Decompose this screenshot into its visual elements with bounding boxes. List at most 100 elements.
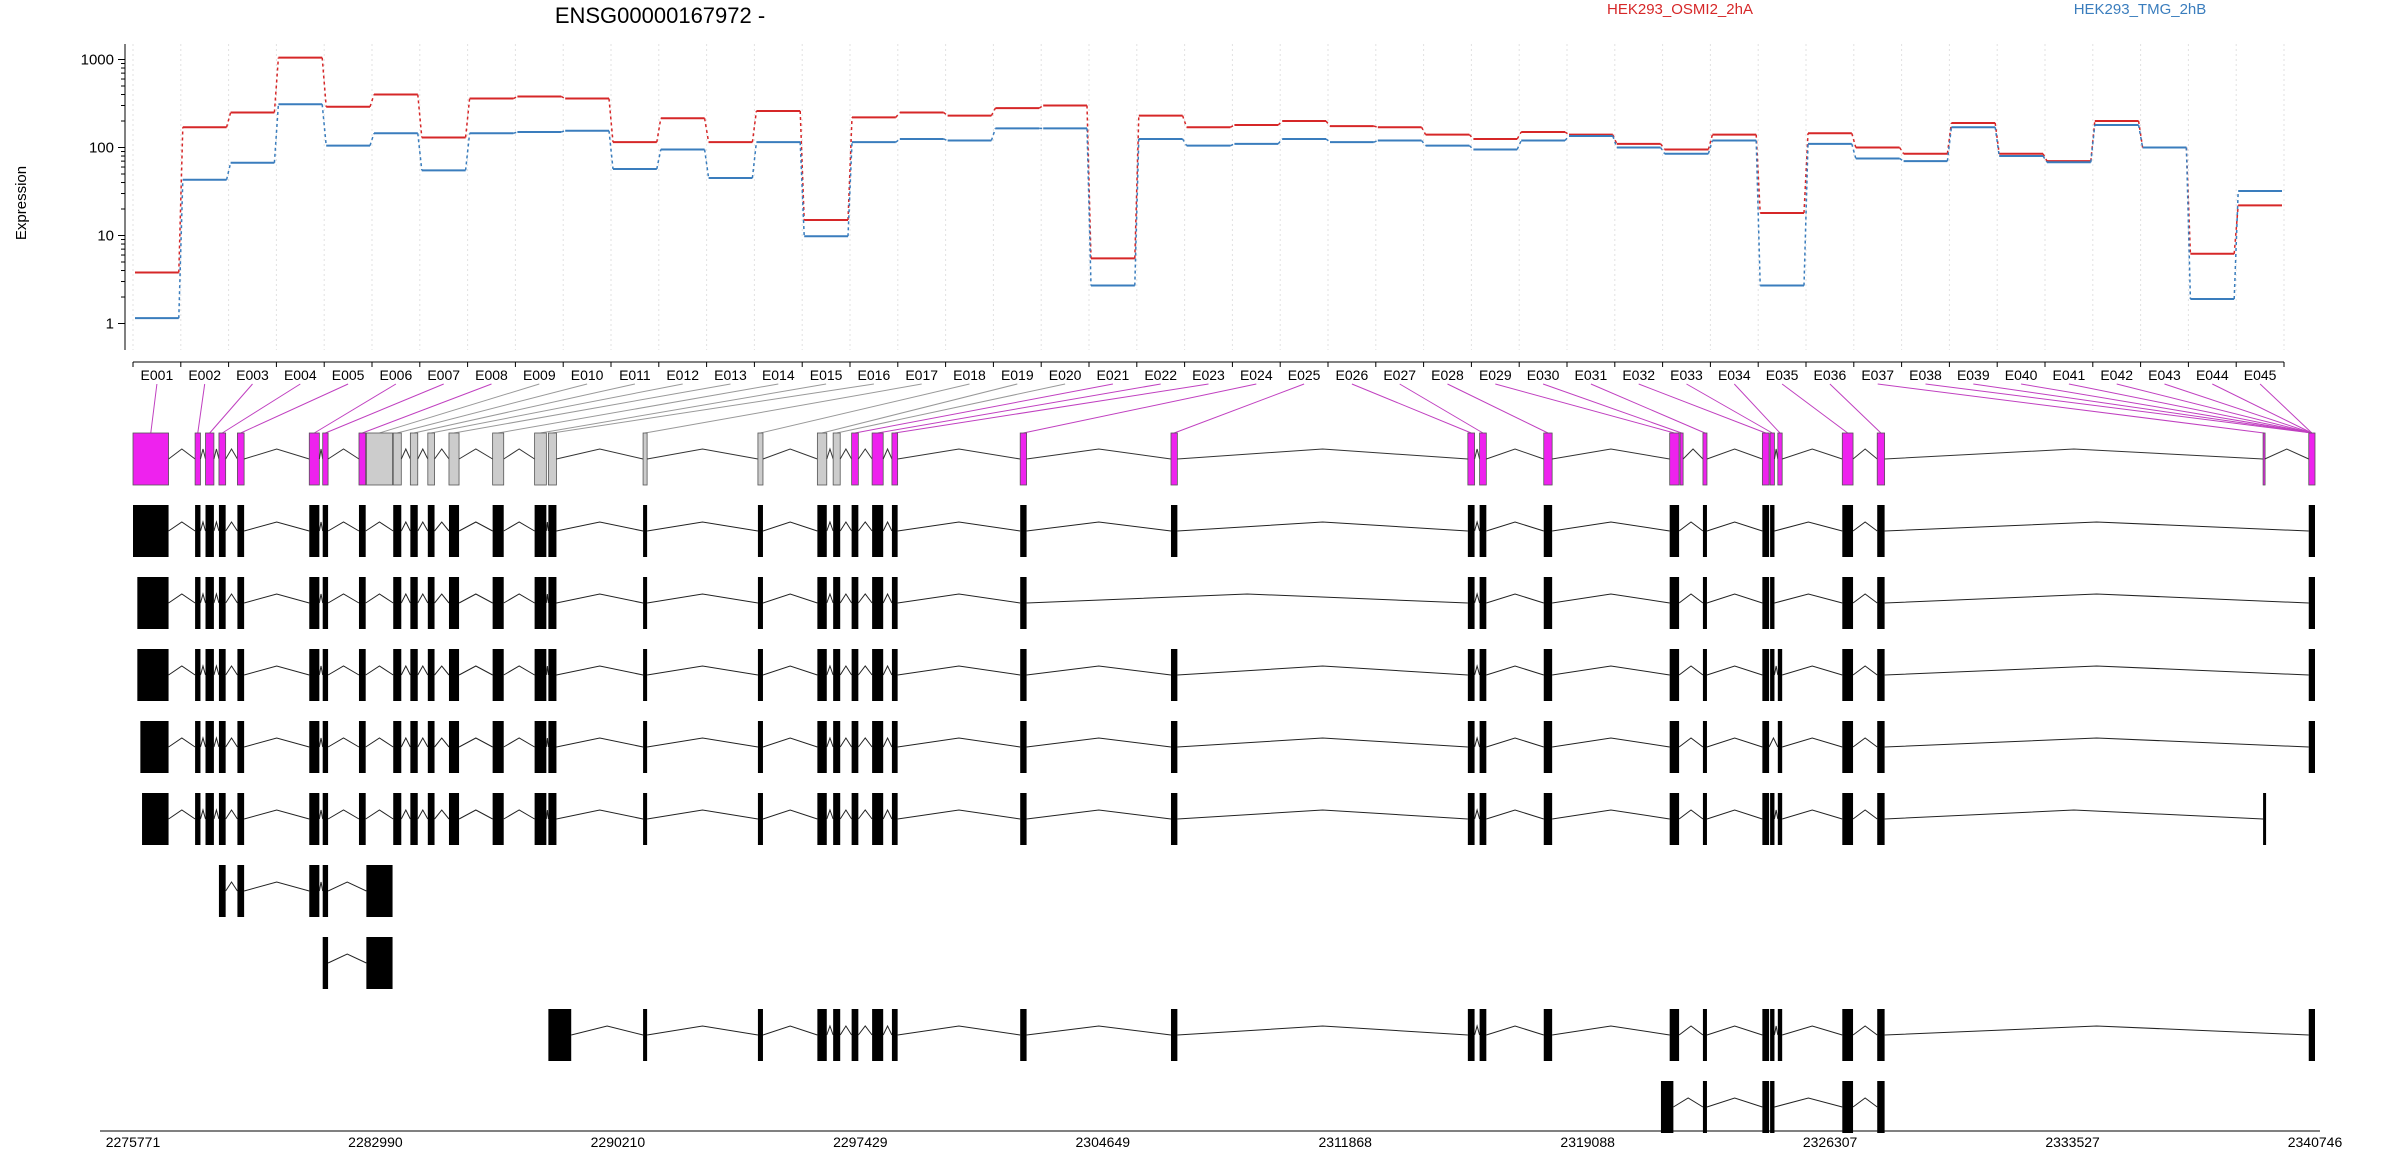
transcript-intron [318,521,324,532]
data-connector [513,131,518,135]
exon-label: E006 [380,367,413,383]
coord-tick-label: 2311868 [1318,1134,1372,1150]
exon-connector-lines [150,383,2313,434]
model-exon [832,432,841,486]
transcript-intron [897,593,1021,604]
transcript-exon [817,649,827,701]
transcript-intron [1678,809,1704,820]
transcript-exon [410,505,418,557]
transcript-exon [393,793,402,845]
transcript-exon [205,577,214,629]
transcript-exon [1467,721,1475,773]
transcript-exon [872,505,884,557]
transcript-intron [434,593,450,604]
transcript-exon [309,721,320,773]
transcript-intron [168,737,196,748]
transcript-intron [318,881,324,892]
transcript-exon [643,577,648,629]
data-connector [703,118,710,143]
transcript-intron [458,593,493,604]
transcript-intron [545,593,549,604]
transcript-intron [1486,1025,1544,1036]
transcript-intron [1852,1097,1878,1108]
transcript-exon [833,505,841,557]
transcript-intron [1177,665,1468,676]
transcript-intron [243,521,310,532]
transcript-exon [1842,649,1854,701]
transcript-exon [1777,649,1783,701]
exon-label: E042 [2100,367,2133,383]
exon-connector [379,383,540,434]
transcript-exon [1020,721,1027,773]
model-exon [642,432,648,486]
coord-tick-label: 2319088 [1560,1134,1615,1150]
transcript-intron [882,1024,893,1036]
transcript-intron [243,881,310,892]
transcript-exon [205,793,214,845]
model-intron [318,448,324,460]
coord-tick-label: 2282990 [348,1134,403,1150]
transcript-exon [137,649,169,701]
transcript-intron [327,737,360,748]
model-exon [194,432,201,486]
transcript-exon [851,721,859,773]
exon-connector [2259,383,2313,434]
transcript-intron [213,592,220,604]
transcript-exon [393,649,402,701]
transcript-exon [534,649,547,701]
transcript-exon [309,505,320,557]
transcript-exon [393,505,402,557]
transcript-intron [839,521,853,532]
exon-label: E019 [1001,367,1034,383]
model-exon [322,432,329,486]
exon-connector [453,383,731,434]
exon-label: E033 [1670,367,1703,383]
exon-label: E009 [523,367,556,383]
transcript-intron [225,737,238,748]
transcript-exon [1669,793,1680,845]
transcript-intron [243,665,310,676]
model-exon [1761,432,1770,486]
transcript-exon [1762,793,1770,845]
transcript-exon [358,721,366,773]
transcript-exon [851,577,859,629]
transcript-intron [434,521,450,532]
transcript-exon [218,721,226,773]
transcript-intron [243,809,310,820]
transcript-intron [318,737,324,748]
transcript-exon [851,793,859,845]
transcript-intron [1678,1025,1704,1036]
data-connector [847,117,853,221]
transcript-exon [309,577,320,629]
transcript-exon [2308,649,2315,701]
transcript-exon [322,505,329,557]
model-exon [1669,432,1680,486]
model-exon [1679,432,1684,486]
coord-tick-label: 2304649 [1076,1134,1131,1150]
transcript-exon [322,721,329,773]
transcript-intron [826,736,834,748]
transcript-exon [1702,577,1707,629]
transcript-intron [556,737,644,748]
data-connector [990,107,997,117]
transcript-exon [309,793,320,845]
transcript-exon [872,793,884,845]
data-connector [1230,143,1235,147]
transcript-intron [168,809,196,820]
transcript-exon [833,721,841,773]
transcript-exon [448,649,460,701]
model-intron [1706,448,1763,460]
transcript-exon [548,649,557,701]
transcript-9 [1660,1081,1885,1133]
transcript-exon [891,721,898,773]
transcript-exon [448,721,460,773]
transcript-exon [891,577,898,629]
transcript-intron [1706,1097,1763,1108]
transcript-exon [237,505,245,557]
series-lines [135,56,2282,320]
coord-tick-label: 2333527 [2045,1134,2100,1150]
transcript-intron [857,665,873,676]
transcript-intron [365,737,394,748]
exon-label: E027 [1383,367,1416,383]
transcript-intron [897,809,1021,820]
